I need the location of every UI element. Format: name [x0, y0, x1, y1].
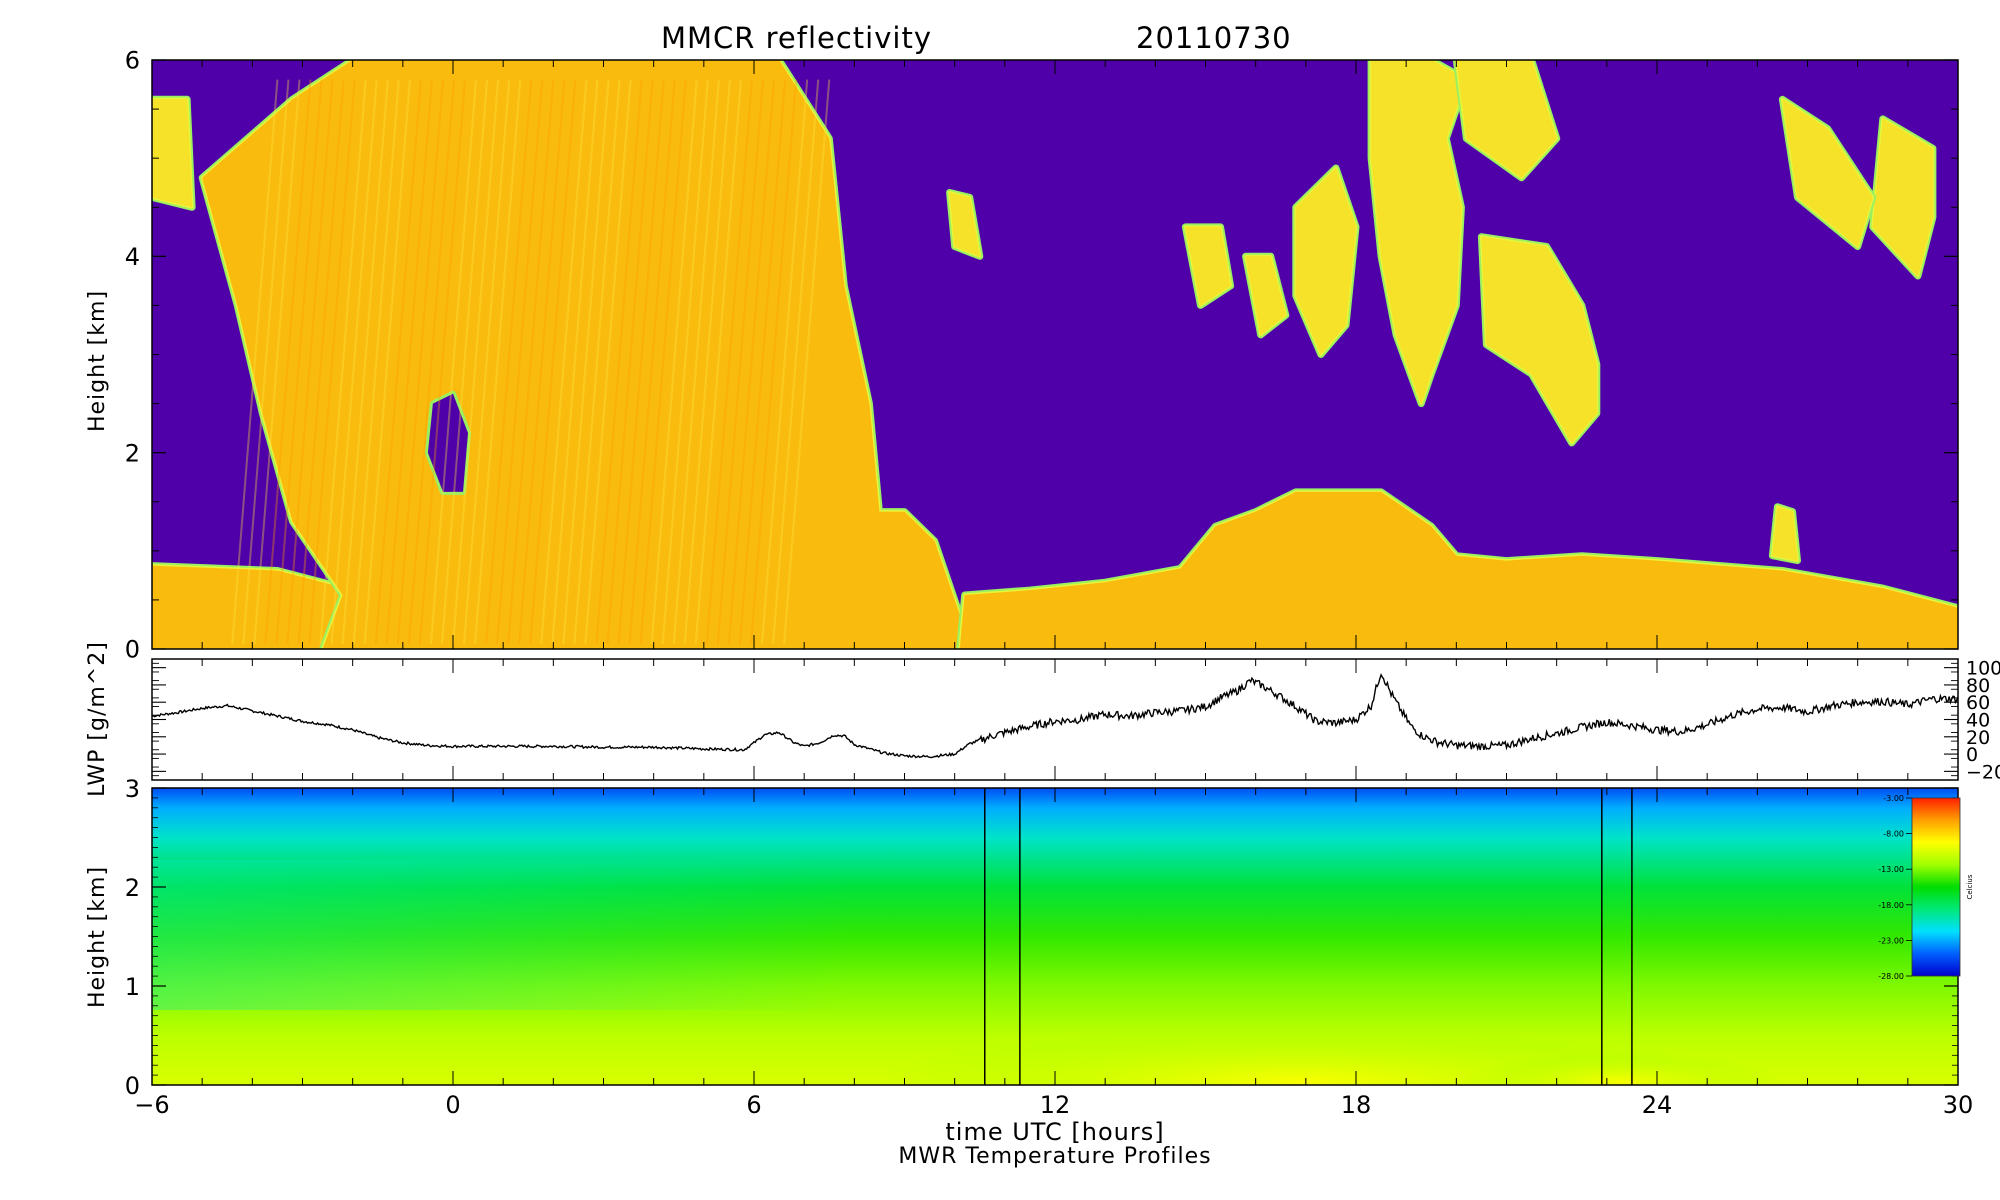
- temp-y-tick-label: 0: [125, 1072, 140, 1100]
- cloud-region: [1181, 223, 1235, 309]
- reflectivity-ticks: 0 2 4 6: [125, 47, 1959, 664]
- lwp-background: [152, 659, 1958, 780]
- cloud-region: [152, 562, 357, 649]
- early-cool-tint: [152, 860, 852, 1010]
- cloud-region: [152, 95, 196, 211]
- y-tick-label: 2: [125, 439, 140, 467]
- cloud-region: [1292, 164, 1360, 358]
- temperature-title: MWR Temperature Profiles: [898, 1144, 1211, 1169]
- cloud-region: [198, 60, 964, 649]
- x-tick-labels: −6 0 6 12 18 24 30: [134, 1091, 1973, 1119]
- colorbar-tick-label: -23.00: [1878, 936, 1904, 945]
- cloud-region: [1242, 252, 1290, 339]
- lwp-tick-label: 40: [1966, 710, 1990, 732]
- lwp-ticks: −20020406080100: [151, 658, 2000, 783]
- x-axis-label: time UTC [hours]: [945, 1118, 1164, 1146]
- lwp-tick-label: 80: [1966, 675, 1990, 697]
- x-tick-label: 0: [445, 1091, 460, 1119]
- temperature-y-label: Height [km]: [85, 866, 110, 1008]
- colorbar-tick-label: -18.00: [1878, 901, 1904, 910]
- colorbar-tick-label: -28.00: [1878, 972, 1904, 981]
- missing-data-gaps: [984, 788, 1633, 1085]
- colorbar-tick-label: -8.00: [1883, 830, 1904, 839]
- colorbar-gradient: [1911, 797, 1961, 977]
- chart-title: MMCR reflectivity: [661, 21, 932, 55]
- temp-y-tick-label: 2: [125, 874, 140, 902]
- cloud-region: [1778, 95, 1877, 250]
- lwp-tick-label: 0: [1966, 744, 1978, 766]
- cloud-region: [1452, 60, 1561, 182]
- lwp-tick-label: −20: [1966, 761, 2000, 783]
- lwp-tick-label: 60: [1966, 692, 1990, 714]
- cloud-region: [1869, 115, 1937, 280]
- y-tick-label: 4: [125, 243, 140, 271]
- cloud-region: [946, 189, 984, 260]
- cloud-region: [1477, 233, 1601, 447]
- colorbar: -3.00 -8.00 -13.00 -18.00 -23.00 -28.00 Celci…: [1878, 794, 1974, 981]
- precip-streaks: [231, 79, 831, 645]
- temperature-ticks: 0 1 2 3: [125, 775, 1959, 1100]
- x-tick-label: 30: [1943, 1091, 1974, 1119]
- cloud-region: [956, 488, 1958, 649]
- x-tick-label: 24: [1642, 1091, 1673, 1119]
- clear-region: [427, 393, 468, 492]
- lwp-series-line: [151, 673, 1959, 759]
- lwp-tick-label: 20: [1966, 727, 1990, 749]
- temp-y-tick-label: 3: [125, 775, 140, 803]
- x-tick-label: −6: [134, 1091, 169, 1119]
- colorbar-tick-label: -3.00: [1883, 794, 1904, 803]
- cloud-region: [1768, 503, 1801, 565]
- lwp-panel: −20020406080100 LWP [g/m^2]: [85, 641, 2000, 797]
- colorbar-tick-label: -13.00: [1878, 865, 1904, 874]
- temp-y-tick-label: 1: [125, 973, 140, 1001]
- x-tick-label: 12: [1040, 1091, 1071, 1119]
- y-tick-label: 6: [125, 47, 140, 75]
- chart-date: 20110730: [1136, 21, 1292, 55]
- x-tick-label: 18: [1341, 1091, 1372, 1119]
- lwp-tick-label: 100: [1966, 658, 2000, 680]
- reflectivity-clouds: [152, 60, 1958, 649]
- colorbar-label: Celcius: [1966, 874, 1974, 899]
- lwp-y-label: LWP [g/m^2]: [85, 641, 110, 797]
- y-tick-label: 0: [125, 636, 140, 664]
- warm-surface-patch-2: [1460, 1052, 1780, 1085]
- reflectivity-panel: 0 2 4 6 Height [km]: [85, 47, 1959, 664]
- colorbar-ticks: -3.00 -8.00 -13.00 -18.00 -23.00 -28.00: [1878, 794, 1912, 981]
- x-tick-label: 6: [746, 1091, 761, 1119]
- reflectivity-y-label: Height [km]: [85, 290, 110, 432]
